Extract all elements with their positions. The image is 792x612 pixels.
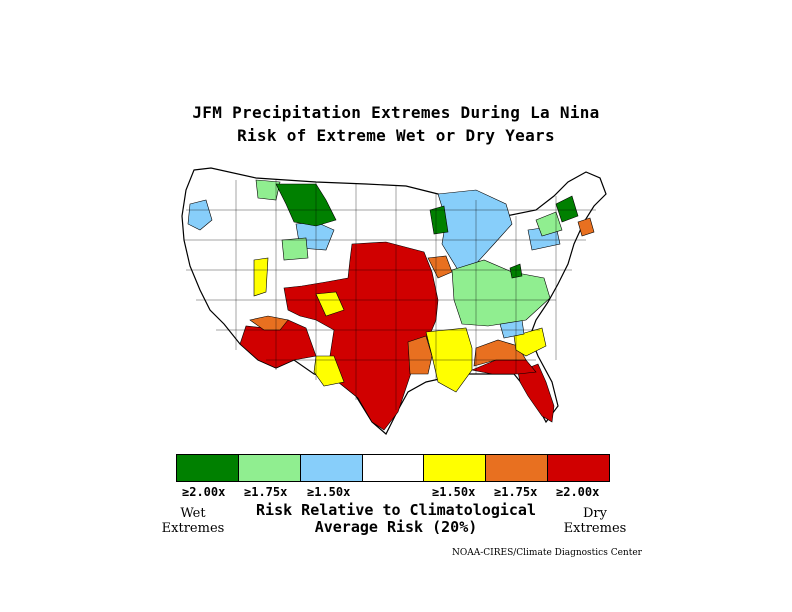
legend-label-wet-1.50: ≥1.50x (307, 485, 351, 499)
region-florida-dry (517, 363, 555, 423)
region-wyoming-lightgreen (281, 237, 309, 261)
wet-label-line2: Extremes (161, 521, 225, 536)
legend-color-bar (176, 454, 610, 482)
dry-label-line2: Extremes (563, 521, 627, 536)
region-texas-yellow (313, 355, 345, 387)
legend-swatch-wet-1.75 (238, 455, 301, 481)
dry-extremes-label: Dry Extremes (558, 506, 632, 536)
region-newengland-lightgreen (535, 211, 563, 237)
division-lines (184, 180, 596, 410)
legend-swatch-dry-1.50 (424, 455, 487, 481)
source-credit: NOAA-CIRES/Climate Diagnostics Center (452, 548, 642, 558)
region-southwest-orange (249, 315, 289, 331)
legend-caption-line1: Risk Relative to Climatological (256, 501, 536, 519)
legend-swatch-dry-2.00 (548, 455, 610, 481)
region-utah-yellow (253, 257, 269, 297)
region-maine-wet (555, 195, 579, 223)
legend-label-dry-1.50: ≥1.50x (432, 485, 476, 499)
region-ohio-valley-green (451, 259, 551, 327)
region-colorado-yellow (315, 291, 345, 317)
wet-extremes-label: Wet Extremes (156, 506, 230, 536)
region-northwest-blue (187, 199, 213, 231)
region-montana-lightgreen (255, 179, 281, 201)
legend-label-dry-1.75: ≥1.75x (494, 485, 538, 499)
region-east-orange (577, 217, 595, 237)
region-montana-north-wet (275, 183, 337, 227)
region-minnesota-wet (429, 205, 449, 235)
legend-label-wet-2.00: ≥2.00x (182, 485, 226, 499)
region-carolina-yellow (513, 327, 547, 357)
us-climate-division-map (181, 167, 607, 435)
region-southern-plains-dry (283, 241, 439, 431)
map-subtitle: Risk of Extreme Wet or Dry Years (237, 126, 555, 145)
legend-label-dry-2.00: ≥2.00x (556, 485, 600, 499)
legend-label-wet-1.75: ≥1.75x (244, 485, 288, 499)
map-title: JFM Precipitation Extremes During La Nin… (192, 103, 600, 122)
legend-swatch-neutral (362, 455, 425, 481)
legend-swatch-wet-2.00 (177, 455, 239, 481)
legend-caption-line2: Average Risk (20%) (314, 518, 478, 536)
legend-swatch-dry-1.75 (486, 455, 549, 481)
legend-swatch-wet-1.50 (300, 455, 363, 481)
region-southwest-dry (239, 319, 317, 369)
dry-label-line1: Dry (583, 506, 607, 521)
wet-label-line1: Wet (180, 506, 206, 521)
region-louisiana-orange (407, 335, 433, 375)
